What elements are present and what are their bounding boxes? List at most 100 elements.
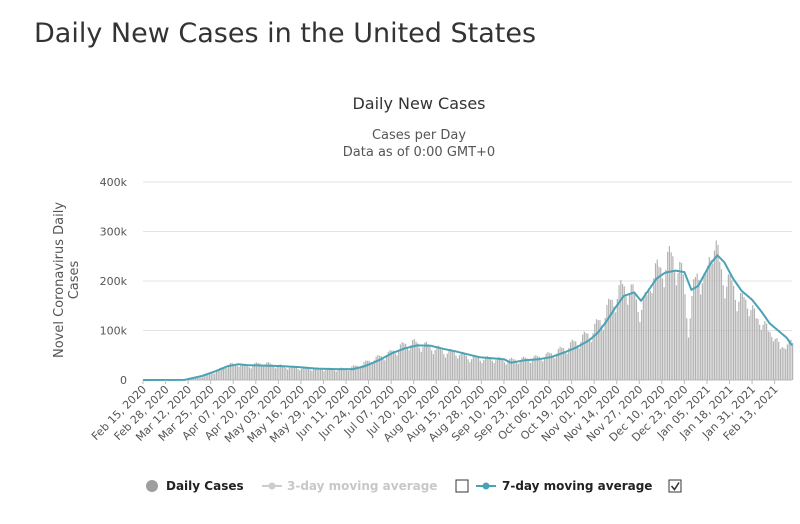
daily-cases-bar [680, 262, 683, 380]
daily-cases-bar [576, 345, 579, 380]
daily-cases-bar [424, 342, 426, 380]
daily-cases-bar [531, 359, 533, 380]
daily-cases-bar [686, 318, 688, 380]
daily-cases-bar [734, 299, 736, 380]
daily-cases-bar [724, 298, 726, 380]
daily-cases-bar [229, 363, 231, 380]
daily-cases-bar [602, 329, 605, 380]
daily-cases-bar [380, 356, 382, 380]
daily-cases-bar [625, 296, 627, 380]
y-tick-label: 200k [100, 275, 128, 288]
daily-cases-bar [231, 362, 233, 380]
daily-cases-bar [741, 292, 743, 380]
daily-cases-bar [214, 373, 216, 380]
daily-cases-bar [406, 347, 408, 380]
daily-cases-bar [559, 346, 561, 380]
daily-cases-bar [410, 345, 412, 380]
daily-cases-bar [330, 368, 332, 380]
legend-label-3-day-average: 3-day moving average [287, 479, 437, 493]
daily-cases-bar [611, 299, 613, 380]
daily-cases-bar [753, 308, 756, 380]
daily-cases-bar [783, 348, 785, 380]
daily-cases-bar [314, 367, 316, 380]
daily-cases-bar [599, 320, 601, 380]
daily-cases-bar [535, 355, 537, 380]
daily-cases-bar [226, 368, 228, 380]
daily-cases-bar [769, 332, 771, 380]
daily-cases-bar [460, 352, 462, 380]
daily-cases-bar [519, 360, 521, 380]
daily-cases-bar [502, 359, 504, 380]
legend-item-daily-cases[interactable]: Daily Cases [146, 479, 244, 493]
daily-cases-bar [549, 352, 551, 380]
daily-cases-bar [774, 339, 776, 380]
daily-cases-bar [477, 357, 480, 380]
daily-cases-bar [517, 363, 520, 380]
checkbox-3-day-average[interactable] [455, 479, 469, 493]
daily-cases-bar [649, 290, 651, 380]
daily-cases-bar [403, 343, 405, 380]
page-title: Daily New Cases in the United States [34, 18, 537, 49]
daily-cases-bar [321, 369, 323, 380]
daily-cases-bar [597, 320, 599, 380]
daily-cases-bar [606, 305, 608, 380]
daily-cases-bar [654, 263, 657, 380]
daily-cases-bar [788, 340, 790, 380]
daily-cases-bar [540, 359, 542, 380]
daily-cases-bar [267, 362, 270, 380]
daily-cases-bar [644, 292, 646, 380]
daily-cases-bar [370, 362, 372, 380]
daily-cases-bar [547, 352, 549, 380]
daily-cases-bar [259, 363, 261, 380]
daily-cases-bar [729, 272, 731, 380]
daily-cases-bar [372, 363, 374, 380]
daily-cases-bar [457, 358, 459, 380]
daily-cases-bar [450, 348, 452, 380]
daily-cases-bar [224, 367, 226, 380]
daily-cases-bar [358, 366, 360, 380]
daily-cases-bar [772, 341, 775, 380]
daily-cases-bar [335, 371, 337, 380]
checkbox-7-day-average[interactable] [668, 479, 682, 493]
daily-cases-bar [193, 378, 195, 380]
daily-cases-bar [365, 360, 367, 380]
daily-cases-bar [578, 348, 580, 380]
daily-cases-bar [382, 358, 384, 380]
daily-cases-bar [545, 353, 547, 380]
legend-item-3-day-average[interactable]: 3-day moving average [262, 479, 437, 493]
daily-cases-bar [642, 297, 644, 380]
daily-cases-bar [408, 350, 410, 380]
daily-cases-bar [234, 364, 237, 380]
daily-cases-bar [665, 269, 667, 380]
daily-cases-bar [266, 362, 268, 380]
daily-cases-bar [792, 342, 794, 380]
daily-cases-bar [595, 319, 598, 380]
daily-cases-bar [429, 345, 431, 380]
daily-cases-bar [352, 365, 355, 380]
daily-cases-bar [521, 357, 523, 380]
daily-cases-bar [715, 240, 717, 380]
daily-cases-bar [693, 279, 695, 380]
daily-cases-bar [739, 292, 742, 380]
daily-cases-bar [601, 325, 603, 380]
daily-cases-bar [443, 354, 445, 380]
daily-cases-bar [470, 359, 473, 380]
daily-cases-bar [269, 363, 271, 380]
daily-cases-bar [297, 368, 299, 380]
daily-cases-bar [514, 359, 516, 380]
daily-cases-bar [628, 294, 631, 380]
daily-cases-bar [733, 285, 735, 380]
y-axis-ticks: 0 100k 200k 300k 400k [100, 176, 128, 387]
daily-cases-bar [752, 305, 754, 380]
daily-cases-bar [594, 323, 596, 380]
daily-cases-bar [285, 368, 287, 380]
daily-cases-marker-icon [146, 480, 158, 492]
daily-cases-bar [687, 337, 690, 380]
daily-cases-bar [703, 273, 705, 380]
daily-cases-bar [583, 331, 585, 380]
daily-cases-bar [738, 301, 740, 380]
daily-cases-bar [208, 374, 211, 380]
daily-cases-bar [776, 338, 778, 380]
legend-item-7-day-average[interactable]: 7-day moving average [476, 479, 652, 493]
daily-cases-bar [241, 364, 244, 380]
